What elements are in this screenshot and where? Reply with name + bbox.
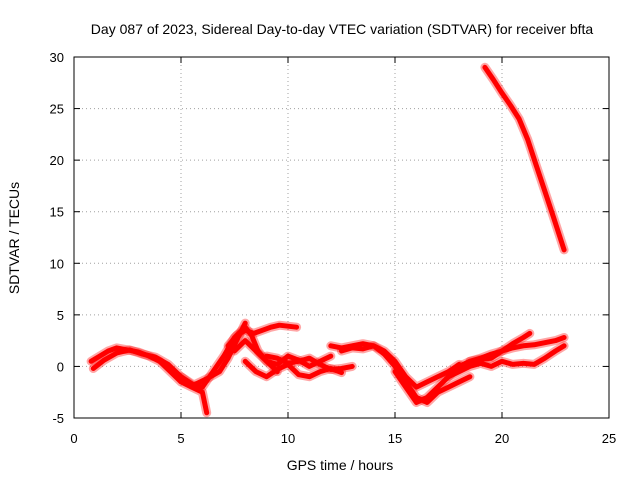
y-tick-label: 25	[50, 102, 64, 117]
y-tick-label: -5	[52, 411, 64, 426]
x-tick-label: 5	[177, 431, 184, 446]
axis-ticks	[73, 56, 610, 419]
x-tick-label: 20	[495, 431, 509, 446]
series-trace-m-halo	[480, 62, 569, 255]
y-tick-label: 5	[57, 308, 64, 323]
chart-title: Day 087 of 2023, Sidereal Day-to-day VTE…	[91, 21, 594, 37]
series-trace-b-halo	[88, 318, 250, 390]
x-tick-label: 15	[388, 431, 402, 446]
series-trace-d-halo	[223, 320, 302, 351]
series-trace-d	[225, 322, 300, 349]
y-axis-title: SDTVAR / TECUs	[6, 182, 22, 294]
y-tick-label: 0	[57, 359, 64, 374]
plot-frame	[73, 56, 610, 419]
series-trace-b	[90, 320, 248, 388]
series-trace-i	[339, 343, 473, 405]
series-trace-m	[482, 64, 567, 253]
data-series	[86, 62, 569, 418]
x-axis-title: GPS time / hours	[287, 457, 394, 473]
y-tick-label: 30	[50, 50, 64, 65]
series-trace-k	[446, 343, 567, 380]
series-trace-k-halo	[444, 341, 569, 382]
series-trace-j	[392, 330, 533, 405]
series-trace-f	[242, 358, 344, 380]
y-tick-label: 10	[50, 256, 64, 271]
y-tick-label: 20	[50, 153, 64, 168]
series-trace-g	[264, 353, 355, 372]
series-trace-l	[467, 335, 567, 364]
x-tick-label: 0	[70, 431, 77, 446]
x-tick-labels: 0 5 10 15 20 25	[70, 431, 616, 446]
series-trace-j-halo	[390, 328, 535, 407]
series-trace-f-halo	[240, 356, 346, 382]
series-trace-g-halo	[262, 351, 357, 374]
y-tick-label: 15	[50, 205, 64, 220]
x-tick-label: 25	[602, 431, 616, 446]
x-tick-label: 10	[281, 431, 295, 446]
y-tick-labels: -5 0 5 10 15 20 25 30	[50, 50, 64, 426]
series-trace-i-halo	[337, 341, 475, 407]
series-trace-l-halo	[465, 333, 569, 366]
